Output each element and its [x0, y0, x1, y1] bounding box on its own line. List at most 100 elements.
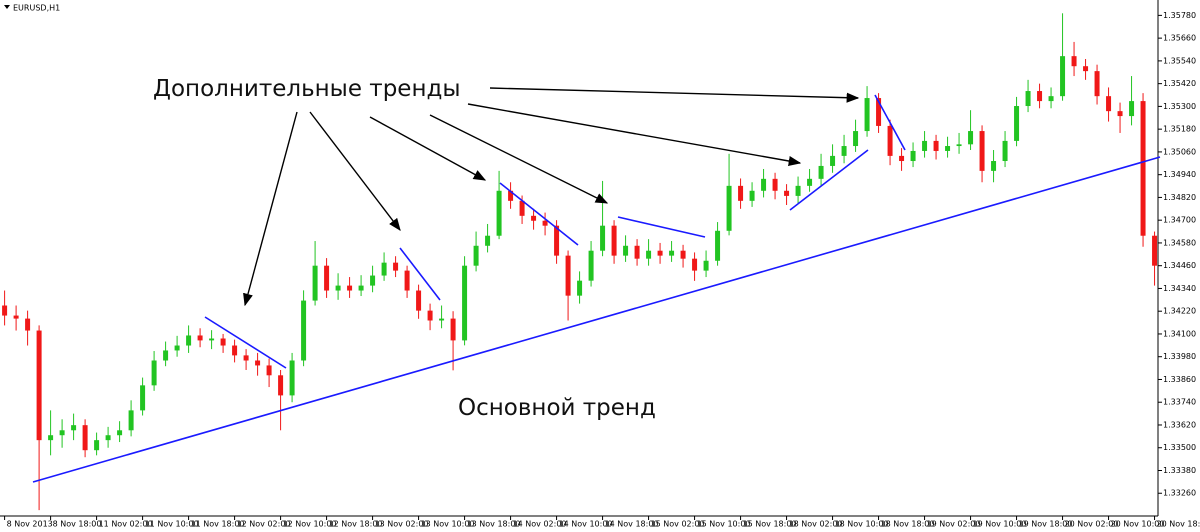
candle-body: [991, 161, 997, 171]
candle-body: [922, 140, 928, 151]
candle-body: [680, 250, 686, 259]
x-tick-label: 18 Nov 10:00: [835, 520, 889, 529]
candle-body: [818, 165, 824, 179]
x-tick-label: 13 Nov 10:00: [421, 520, 475, 529]
candle-body: [140, 385, 146, 411]
y-tick-label: 1.34820: [1163, 193, 1196, 202]
x-tick-label: 14 Nov 10:00: [559, 520, 613, 529]
candle-body: [577, 280, 583, 296]
candle-body: [1060, 56, 1066, 97]
x-tick-label: 18 Nov 02:00: [789, 520, 843, 529]
x-tick-label: 18 Nov 18:00: [881, 520, 935, 529]
candle-body: [485, 235, 491, 246]
x-tick-label: 19 Nov 02:00: [927, 520, 981, 529]
x-tick-label: 14 Nov 02:00: [513, 520, 567, 529]
candle-body: [738, 185, 744, 201]
candle-body: [1071, 56, 1077, 67]
candle-body: [646, 250, 652, 259]
candle-body: [715, 230, 721, 261]
candle-body: [1129, 101, 1135, 117]
candle-body: [232, 345, 238, 356]
candle-body: [864, 98, 870, 132]
candle-body: [749, 190, 755, 201]
x-tick-label: 12 Nov 18:00: [329, 520, 383, 529]
candle-body: [243, 355, 249, 361]
candle-body: [1140, 101, 1146, 236]
main-trend-line: [32, 156, 1161, 483]
candle-body: [174, 345, 180, 351]
candle-body: [312, 265, 318, 301]
candle-body: [186, 335, 192, 346]
y-tick-label: 1.35660: [1163, 34, 1196, 43]
candle-body: [462, 265, 468, 341]
x-tick-label: 15 Nov 10:00: [697, 520, 751, 529]
x-tick-label: 13 Nov 18:00: [467, 520, 521, 529]
candle-body: [94, 440, 100, 451]
candle-body: [59, 430, 65, 436]
x-tick-label: 20 Nov 02:00: [1065, 520, 1119, 529]
candle-body: [450, 318, 456, 341]
candle-body: [979, 131, 985, 171]
candle-body: [611, 225, 617, 256]
x-tick-label: 11 Nov 02:00: [99, 520, 153, 529]
candle-body: [899, 155, 905, 162]
candle-body: [1048, 96, 1054, 102]
candle-body: [48, 435, 54, 441]
candle-body: [82, 425, 88, 451]
y-tick-label: 1.33380: [1163, 466, 1196, 475]
x-tick-label: 19 Nov 10:00: [973, 520, 1027, 529]
y-tick-label: 1.34700: [1163, 216, 1196, 225]
y-tick-label: 1.34940: [1163, 170, 1196, 179]
candle-body: [726, 185, 732, 231]
candle-body: [542, 220, 548, 226]
candle-body: [36, 330, 42, 441]
candle-body: [404, 270, 410, 291]
y-tick-label: 1.35540: [1163, 56, 1196, 65]
x-tick-label: 11 Nov 18:00: [191, 520, 245, 529]
candle-body: [600, 225, 606, 251]
candle-body: [1037, 91, 1043, 102]
candle-body: [347, 285, 353, 291]
y-tick-label: 1.35780: [1163, 11, 1196, 20]
candle-body: [1117, 111, 1123, 117]
candle-body: [554, 225, 560, 256]
y-tick-label: 1.33500: [1163, 443, 1196, 452]
candle-body: [623, 245, 629, 256]
symbol-menu-icon[interactable]: [4, 5, 10, 9]
candle-body: [496, 190, 502, 236]
candle-body: [1106, 96, 1112, 112]
candle-body: [289, 360, 295, 396]
x-tick-label: 13 Nov 02:00: [375, 520, 429, 529]
x-tick-label: 8 Nov 2013: [7, 520, 53, 529]
annotation: Основной тренд: [458, 395, 656, 421]
y-tick-label: 1.33860: [1163, 375, 1196, 384]
minor-trend-line: [617, 216, 706, 238]
candle-body: [2, 305, 8, 316]
candle-body: [473, 245, 479, 266]
candle-body: [1094, 71, 1100, 97]
candle-body: [1025, 91, 1031, 107]
candle-body: [853, 131, 859, 147]
chart-title: EURUSD,H1: [13, 4, 60, 13]
y-tick-label: 1.35180: [1163, 125, 1196, 134]
candle-body: [968, 131, 974, 145]
candle-body: [1014, 106, 1020, 141]
y-tick-label: 1.33740: [1163, 398, 1196, 407]
x-tick-label: 12 Nov 02:00: [237, 520, 291, 529]
x-tick-label: 19 Nov 18:00: [1019, 520, 1073, 529]
candle-body: [508, 190, 514, 201]
candle-body: [427, 310, 433, 321]
candle-body: [151, 360, 157, 386]
y-tick-label: 1.34220: [1163, 307, 1196, 316]
x-tick-label: 15 Nov 02:00: [651, 520, 705, 529]
candle-body: [209, 338, 215, 341]
y-tick-label: 1.33980: [1163, 352, 1196, 361]
candle-body: [1002, 140, 1008, 162]
candle-body: [703, 260, 709, 271]
candle-body: [956, 144, 962, 147]
arrows: [243, 87, 860, 307]
candle-body: [910, 150, 916, 162]
candle-body: [565, 255, 571, 296]
